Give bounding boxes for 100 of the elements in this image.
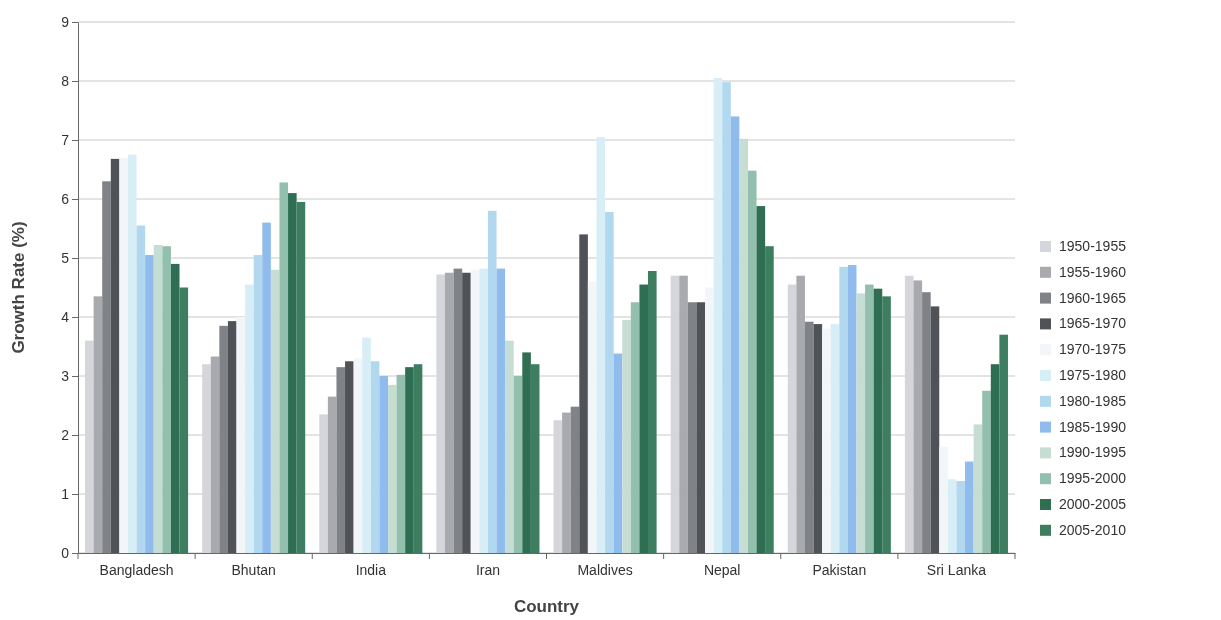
bar [153,245,163,553]
bar [162,246,171,553]
bar [487,210,497,553]
bar [227,321,237,553]
bar [982,390,991,553]
y-tick-label: 8 [61,72,70,89]
bar [730,116,740,553]
bar [444,272,454,553]
legend-label: 1970-1975 [1059,341,1127,358]
bar [630,302,640,553]
bar [913,280,923,553]
bar [553,420,563,553]
bar [470,269,480,553]
bar [648,270,657,553]
x-tick-label: Nepal [703,561,741,578]
bar [796,275,805,553]
bar [136,225,146,553]
x-tick-label: Sri Lanka [926,561,987,578]
bar [319,414,328,553]
bar [830,324,840,553]
y-tick-label: 5 [61,249,70,266]
bar [756,206,766,553]
bar [990,364,1000,553]
bar [279,182,289,553]
bar [739,138,748,553]
bar [379,376,388,553]
bar [145,255,154,553]
bar [930,306,940,553]
bar [904,275,914,553]
bar [787,284,797,553]
bar [605,211,614,553]
bar [396,374,406,553]
bar [956,481,966,553]
bar [288,193,297,553]
x-tick-label: Maldives [577,561,633,578]
y-tick-label: 4 [61,308,70,325]
bar [327,396,337,553]
bar [670,275,680,553]
bar [245,284,254,553]
x-tick-label: Bangladesh [99,561,174,578]
bar [236,317,246,553]
bar [639,284,649,553]
bar [219,325,228,553]
bar [579,234,588,553]
bar [847,265,857,553]
legend-label: 1960-1965 [1059,289,1127,306]
bar [405,367,414,553]
bar [110,158,120,553]
bar [622,319,631,553]
bar [345,361,354,553]
bar [462,272,471,553]
bar [522,352,531,553]
bar [939,446,948,553]
bar [436,274,445,553]
y-tick-label: 2 [61,426,70,443]
bar [296,201,306,553]
bar [270,269,280,553]
bar [513,376,523,553]
bar [965,461,974,553]
bar [747,170,757,553]
bar [613,353,623,553]
bar [705,287,714,553]
bar [696,302,706,553]
bar [453,268,463,553]
bar [570,406,580,553]
bar [387,384,397,553]
bar [210,356,220,553]
bar [562,412,571,553]
bar [170,263,180,553]
bar [804,321,814,553]
bar [336,367,346,553]
bar [413,364,423,553]
y-tick-label: 3 [61,367,70,384]
bar [587,281,597,553]
x-tick-label: Iran [475,561,500,578]
legend-label: 1965-1970 [1059,315,1127,332]
bar [999,334,1008,553]
bar [713,78,723,553]
legend-label: 2005-2010 [1059,521,1127,538]
bar [127,154,137,553]
legend-label: 2000-2005 [1059,496,1127,512]
bar [505,340,514,553]
legend-label: 1985-1990 [1059,418,1127,435]
bar [865,284,874,553]
bar [882,296,891,553]
legend-label: 1990-1995 [1059,444,1127,461]
y-tick-label: 1 [61,485,70,502]
bar [856,293,866,553]
legend-label: 1950-1955 [1059,238,1127,254]
legend-label: 1980-1985 [1059,392,1127,409]
bar [973,424,983,553]
bar [370,361,380,553]
y-axis-title: Growth Rate (%) [9,221,28,354]
bar [85,340,94,553]
y-tick-label: 6 [61,190,70,207]
bar [530,364,540,553]
y-tick-label: 0 [61,544,70,561]
x-axis-title: Country [513,597,580,616]
bar [679,275,688,553]
bar [722,82,731,553]
